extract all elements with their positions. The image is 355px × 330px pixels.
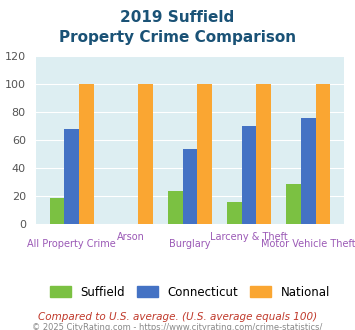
- Text: All Property Crime: All Property Crime: [27, 239, 116, 249]
- Bar: [242, 126, 256, 224]
- Bar: [138, 84, 153, 224]
- Text: Motor Vehicle Theft: Motor Vehicle Theft: [261, 239, 355, 249]
- Text: Larceny & Theft: Larceny & Theft: [210, 232, 288, 242]
- Bar: [227, 202, 242, 224]
- Text: Arson: Arson: [117, 232, 145, 242]
- Bar: [286, 184, 301, 224]
- Legend: Suffield, Connecticut, National: Suffield, Connecticut, National: [45, 281, 335, 303]
- Bar: [168, 191, 182, 224]
- Text: Compared to U.S. average. (U.S. average equals 100): Compared to U.S. average. (U.S. average …: [38, 312, 317, 322]
- Bar: [301, 118, 316, 224]
- Text: Property Crime Comparison: Property Crime Comparison: [59, 30, 296, 45]
- Text: © 2025 CityRating.com - https://www.cityrating.com/crime-statistics/: © 2025 CityRating.com - https://www.city…: [32, 323, 323, 330]
- Text: 2019 Suffield: 2019 Suffield: [120, 10, 235, 25]
- Bar: [182, 148, 197, 224]
- Bar: [64, 129, 79, 224]
- Bar: [50, 198, 64, 224]
- Bar: [316, 84, 330, 224]
- Bar: [79, 84, 94, 224]
- Bar: [256, 84, 271, 224]
- Bar: [197, 84, 212, 224]
- Text: Burglary: Burglary: [169, 239, 211, 249]
